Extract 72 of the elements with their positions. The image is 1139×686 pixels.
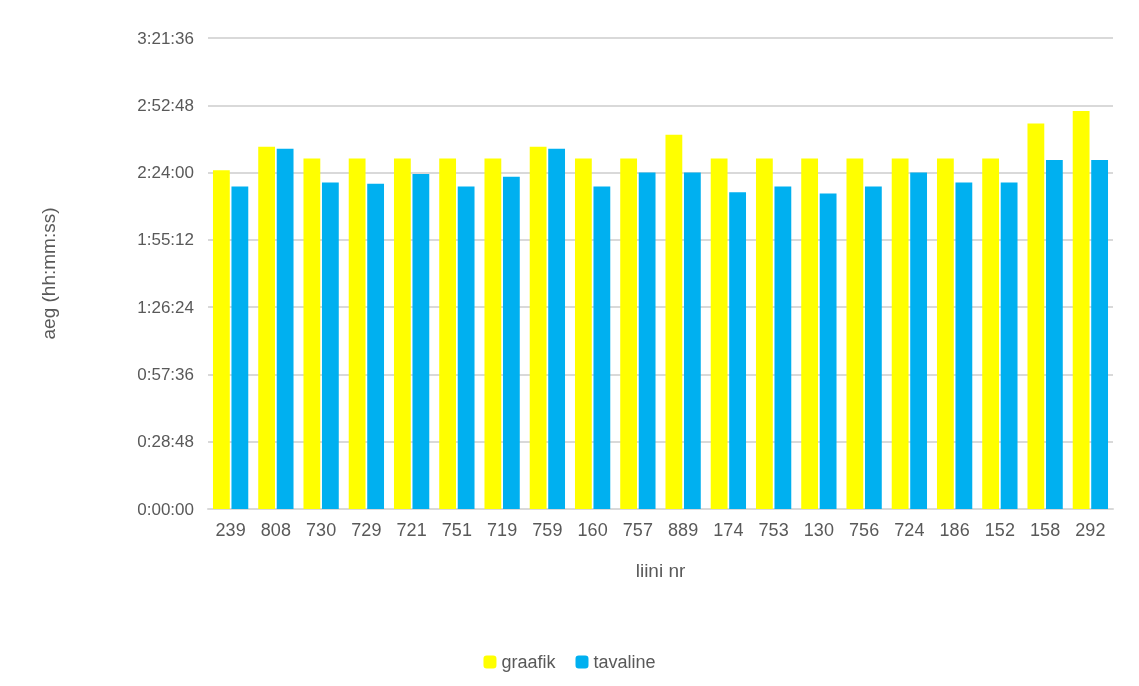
y-tick-label: 0:00:00 bbox=[137, 499, 194, 519]
bar bbox=[1000, 182, 1018, 509]
y-tick-label: 2:52:48 bbox=[137, 95, 194, 115]
x-tick-label: 730 bbox=[306, 520, 337, 540]
bar bbox=[982, 158, 1000, 509]
x-tick-label: 729 bbox=[351, 520, 382, 540]
x-tick-label: 292 bbox=[1075, 520, 1106, 540]
bar bbox=[439, 158, 457, 509]
bar bbox=[457, 186, 475, 509]
x-tick-label: 158 bbox=[1030, 520, 1061, 540]
x-tick-label: 753 bbox=[758, 520, 789, 540]
x-tick-label: 130 bbox=[803, 520, 834, 540]
x-tick-label: 186 bbox=[939, 520, 970, 540]
bar bbox=[212, 170, 230, 509]
bar bbox=[1072, 110, 1090, 509]
bar bbox=[1045, 159, 1063, 509]
y-tick-label: 0:28:48 bbox=[137, 432, 194, 452]
bar bbox=[258, 146, 276, 509]
x-axis-title: liini nr bbox=[635, 560, 686, 581]
bar bbox=[891, 158, 909, 509]
x-tick-label: 152 bbox=[984, 520, 1015, 540]
bar bbox=[412, 173, 430, 509]
bar bbox=[846, 158, 864, 509]
x-tick-label: 756 bbox=[849, 520, 880, 540]
legend-label: graafik bbox=[501, 652, 557, 672]
y-tick-label: 1:26:24 bbox=[137, 297, 194, 317]
x-tick-label: 724 bbox=[894, 520, 925, 540]
x-tick-label: 759 bbox=[532, 520, 563, 540]
bar bbox=[864, 186, 882, 509]
x-tick-label: 889 bbox=[668, 520, 699, 540]
bar bbox=[348, 158, 366, 509]
bar bbox=[910, 172, 928, 509]
bar bbox=[936, 158, 954, 509]
bar bbox=[502, 176, 520, 509]
x-tick-label: 808 bbox=[260, 520, 291, 540]
bar bbox=[638, 172, 656, 509]
bar bbox=[321, 182, 339, 509]
x-tick-label: 239 bbox=[215, 520, 246, 540]
x-tick-label: 757 bbox=[622, 520, 653, 540]
bar bbox=[710, 158, 728, 509]
x-tick-label: 751 bbox=[441, 520, 472, 540]
bar bbox=[393, 158, 411, 509]
bar bbox=[548, 148, 566, 509]
y-tick-label: 0:57:36 bbox=[137, 364, 194, 384]
legend-label: tavaline bbox=[593, 652, 656, 672]
x-tick-label: 721 bbox=[396, 520, 427, 540]
bar bbox=[683, 172, 701, 509]
bar bbox=[593, 186, 611, 509]
bar bbox=[484, 158, 502, 509]
bar bbox=[231, 186, 249, 509]
bar bbox=[303, 158, 321, 509]
bar bbox=[729, 192, 747, 509]
bar bbox=[665, 134, 683, 509]
bar bbox=[955, 182, 973, 509]
bar bbox=[529, 146, 547, 509]
x-tick-label: 719 bbox=[487, 520, 518, 540]
bar bbox=[801, 158, 819, 509]
bar bbox=[574, 158, 592, 509]
bar bbox=[774, 186, 792, 509]
y-tick-label: 2:24:00 bbox=[137, 163, 194, 183]
bar bbox=[1091, 159, 1109, 509]
x-tick-label: 160 bbox=[577, 520, 608, 540]
x-tick-label: 174 bbox=[713, 520, 744, 540]
y-tick-label: 3:21:36 bbox=[137, 28, 194, 48]
bar bbox=[367, 183, 385, 509]
bar bbox=[1027, 123, 1045, 509]
y-axis-title: aeg (hh:mm:ss) bbox=[38, 207, 59, 340]
bar bbox=[276, 148, 294, 509]
bar bbox=[620, 158, 638, 509]
y-tick-label: 1:55:12 bbox=[137, 230, 194, 250]
bar bbox=[819, 193, 837, 509]
bar bbox=[755, 158, 773, 509]
